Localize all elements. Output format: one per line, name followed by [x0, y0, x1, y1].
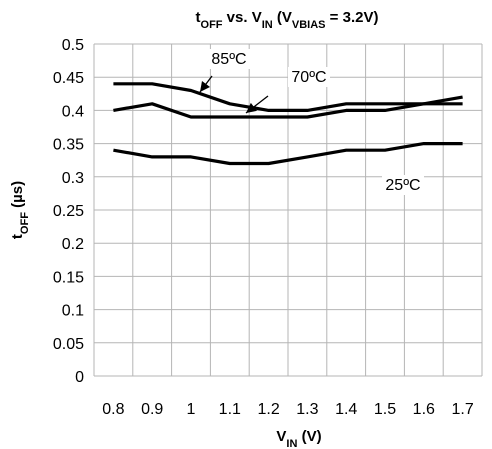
tick-labels: 0 0.05 0.1 0.15 0.2 0.25 0.3 0.35 0.4 0.45 0.5 0.8 0… [53, 37, 474, 418]
x-tick-label: 1.2 [257, 401, 279, 418]
series-label-group: 85ºC [199, 49, 250, 93]
x-tick-label: 0.9 [141, 401, 163, 418]
series-label-group: 70ºC [245, 67, 330, 114]
series-layer [113, 82, 463, 166]
series-labels: 85ºC 70ºC 25ºC [199, 49, 424, 195]
label-background [288, 67, 330, 87]
y-tick-label: 0.35 [53, 137, 84, 154]
series-label-group: 25ºC [382, 175, 424, 195]
y-tick-label: 0.3 [62, 170, 84, 187]
label-arrowhead [200, 81, 210, 92]
chart-title: tOFF vs. VIN (VVBIAS = 3.2V) [196, 9, 379, 31]
x-axis-title: VIN (V) [276, 428, 321, 449]
y-tick-label: 0.2 [62, 236, 84, 253]
series-line [113, 95, 463, 119]
series-line [113, 82, 463, 113]
series-label: 25ºC [385, 177, 420, 194]
label-background [382, 175, 424, 195]
y-tick-label: 0.4 [62, 103, 84, 120]
x-tick-label: 1.6 [413, 401, 435, 418]
x-tick-label: 1.1 [219, 401, 241, 418]
x-tick-label: 1.7 [451, 401, 473, 418]
label-background [208, 49, 250, 69]
y-axis-title: tOFF (µs) [9, 181, 31, 239]
x-tick-label: 1.5 [374, 401, 396, 418]
series-label: 70ºC [291, 69, 326, 86]
x-tick-label: 1 [187, 401, 196, 418]
x-tick-label: 1.4 [335, 401, 357, 418]
grid-layer [93, 43, 483, 377]
y-tick-label: 0.05 [53, 336, 84, 353]
y-tick-label: 0.45 [53, 70, 84, 87]
y-tick-label: 0.1 [62, 303, 84, 320]
y-tick-label: 0 [75, 369, 84, 386]
series-line [113, 142, 463, 166]
x-tick-label: 0.8 [102, 401, 124, 418]
label-arrowhead [246, 102, 257, 113]
y-tick-label: 0.25 [53, 203, 84, 220]
x-tick-label: 1.3 [296, 401, 318, 418]
series-label: 85ºC [211, 51, 246, 68]
y-tick-label: 0.15 [53, 269, 84, 286]
y-tick-label: 0.5 [62, 37, 84, 54]
